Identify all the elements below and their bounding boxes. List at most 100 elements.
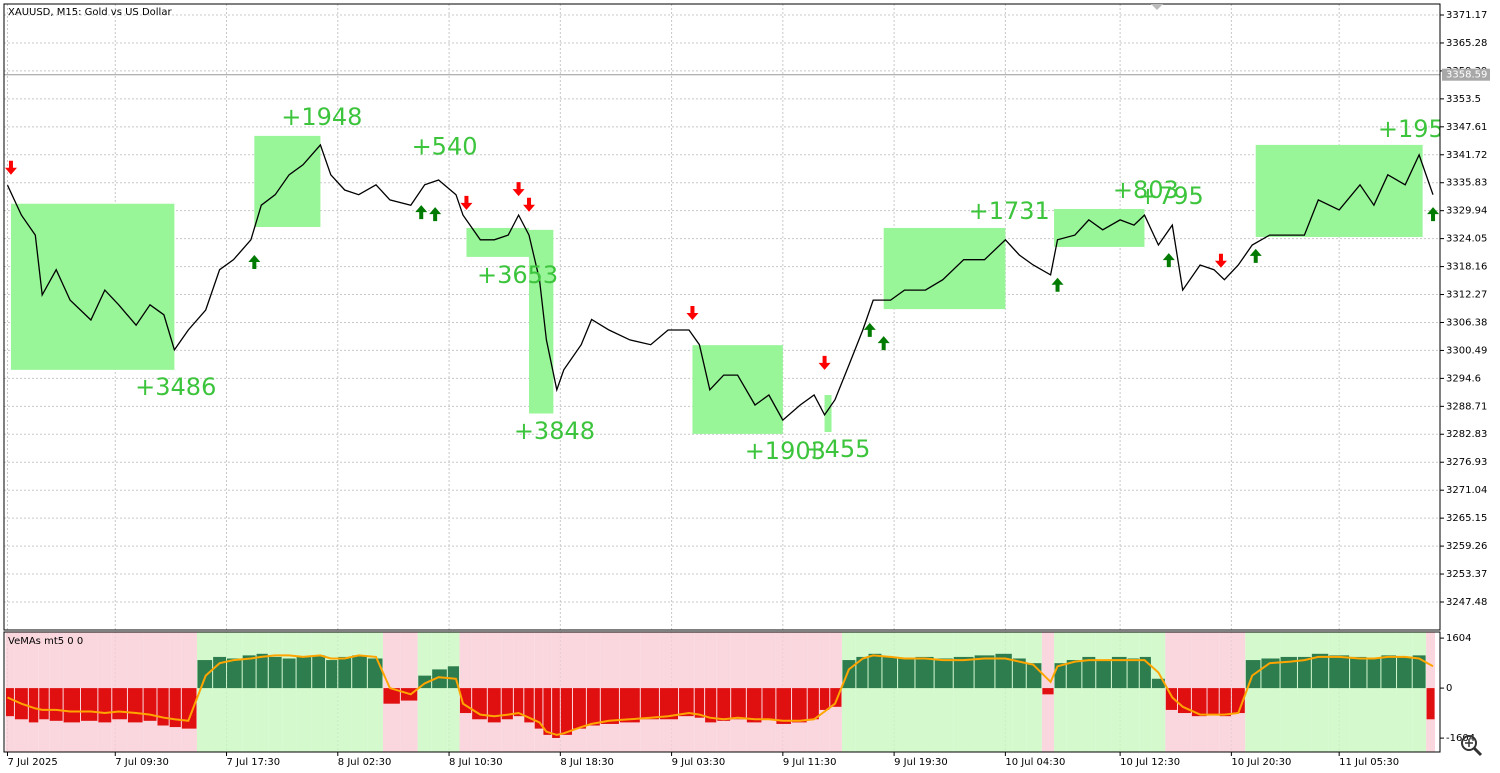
y-tick-label: 3329.94 (1446, 206, 1487, 217)
histogram-bar (49, 688, 63, 721)
price-pane-frame (3, 3, 1441, 631)
histogram-bar (1412, 655, 1426, 689)
profit-label: +3653 (477, 261, 558, 289)
zoom-handle (1472, 746, 1483, 757)
trade-zone (692, 345, 783, 434)
signal-band (994, 632, 1013, 752)
price-pane: +3486 +1948 +540 +3653 +3848 +1903+455 +1731 +8… (4, 74, 1440, 465)
histogram-bar (383, 688, 400, 704)
signal-band (934, 632, 954, 752)
histogram-bar (227, 658, 242, 689)
histogram-bar (762, 688, 776, 720)
x-tick-label: 8 Jul 10:30 (449, 757, 503, 768)
y-tick-label: 3276.93 (1446, 457, 1487, 468)
signal-band (431, 632, 448, 752)
histogram-bar (600, 688, 619, 724)
profit-label: +455 (804, 435, 870, 463)
x-tick-label: 10 Jul 12:30 (1120, 757, 1180, 768)
x-tick-label: 10 Jul 04:30 (1005, 757, 1065, 768)
sell-arrow (818, 355, 831, 370)
histogram-bar (586, 688, 600, 726)
histogram-bar (459, 688, 472, 714)
signal-band (351, 632, 368, 752)
axes: 3371.173365.283359.393353.53347.613341.7… (6, 10, 1490, 768)
histogram-bar (934, 658, 953, 689)
histogram-bar (197, 660, 213, 689)
y-tick-label: 3271.04 (1446, 485, 1487, 496)
histogram-bar (157, 688, 169, 726)
signal-band (447, 632, 460, 752)
chart-title: XAUUSD, M15: Gold vs US Dollar (8, 7, 172, 18)
histogram-bar (256, 653, 268, 689)
y-tick-label: 3324.05 (1446, 234, 1487, 245)
profit-label: +1903 (745, 437, 826, 465)
histogram-bar (1054, 663, 1066, 689)
histogram-bar (868, 653, 882, 689)
sell-arrow (4, 160, 17, 175)
signal-band (1245, 632, 1261, 752)
histogram-bar (1280, 656, 1297, 689)
zoom-icon[interactable] (1461, 735, 1483, 757)
histogram-bar (169, 688, 181, 728)
profit-label: +795 (1138, 182, 1204, 210)
signal-band (296, 632, 312, 752)
indicator-line (7, 654, 1434, 736)
histogram-bar (898, 658, 915, 689)
histogram-bar (1297, 656, 1311, 689)
histogram-bar (1350, 656, 1367, 689)
histogram-bar (1012, 658, 1026, 689)
y-tick-label: 0 (1446, 683, 1452, 694)
histogram-bar (1139, 656, 1151, 689)
buy-arrow (1249, 248, 1262, 263)
histogram-bar (98, 688, 112, 723)
buy-arrow (429, 207, 442, 222)
indicator-title: VeMAs mt5 0 0 (8, 636, 83, 647)
trade-zone (883, 227, 1006, 310)
signal-band (897, 632, 915, 752)
histogram-bar (312, 655, 326, 689)
histogram-bar (513, 688, 524, 717)
signal-band (1328, 632, 1350, 752)
histogram-bar (1096, 660, 1111, 689)
histogram-bar (1191, 688, 1207, 717)
y-tick-label: 1604 (1446, 633, 1471, 644)
signal-band (268, 632, 283, 752)
histogram-bar (619, 688, 640, 723)
y-tick-label: -1604 (1446, 733, 1475, 744)
histogram-bar (39, 688, 49, 720)
trade-zone (10, 203, 175, 370)
y-tick-label: 3353.5 (1446, 94, 1481, 105)
y-tick-label: 3259.26 (1446, 541, 1487, 552)
y-tick-label: 3371.17 (1446, 10, 1487, 21)
histogram-bar (1367, 658, 1381, 689)
profit-label: +540 (412, 133, 478, 161)
signal-band (1054, 632, 1067, 752)
histogram-bar (28, 688, 39, 723)
signal-band (1280, 632, 1298, 752)
x-tick-label: 7 Jul 09:30 (115, 757, 169, 768)
histogram-bar (1219, 688, 1231, 717)
signal-band (1260, 632, 1281, 752)
signal-band (1297, 632, 1312, 752)
x-tick-label: 9 Jul 03:30 (672, 757, 726, 768)
histogram-bar (326, 660, 338, 689)
y-tick-label: 3288.71 (1446, 401, 1487, 412)
signal-band (841, 632, 856, 752)
sell-arrow (512, 182, 525, 197)
y-tick-label: 3253.37 (1446, 569, 1487, 580)
signal-band (282, 632, 297, 752)
histogram-bar (679, 688, 694, 717)
current-price-label: 3358.59 (1446, 70, 1487, 81)
signal-band (868, 632, 882, 752)
histogram-bar (80, 688, 98, 721)
histogram-bar (560, 688, 572, 735)
signal-band (914, 632, 935, 752)
histogram-bar (953, 656, 974, 689)
signal-band (1349, 632, 1367, 752)
histogram-bar (1397, 656, 1412, 689)
profit-label: +3848 (514, 417, 595, 445)
signal-band (1127, 632, 1140, 752)
profit-label: +3486 (135, 373, 216, 401)
trade-zone (254, 135, 321, 227)
